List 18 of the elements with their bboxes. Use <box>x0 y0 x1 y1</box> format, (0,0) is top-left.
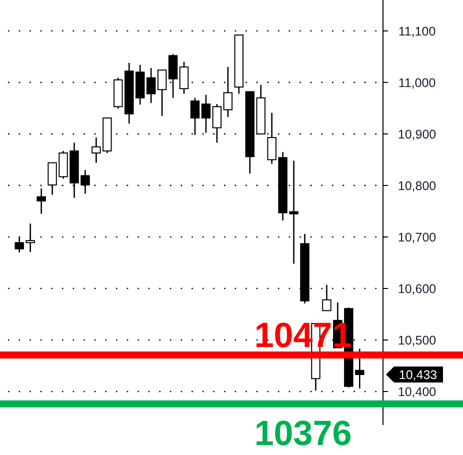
y-tick-label: 10,400 <box>398 384 436 399</box>
candlestick <box>212 103 222 144</box>
candlestick <box>179 61 189 94</box>
y-tick-label: 10,600 <box>398 282 436 296</box>
candlestick <box>157 69 167 117</box>
ref-line-label: 10376 <box>254 414 352 453</box>
text: 10,433 <box>398 368 438 382</box>
y-tick-label: 10,500 <box>398 333 436 348</box>
y-tick-label: 10,700 <box>398 230 436 244</box>
candlestick <box>146 67 156 104</box>
y-tick-label: 10,900 <box>398 127 436 142</box>
candlestick <box>201 94 211 134</box>
candlestick <box>322 284 332 312</box>
candlestick <box>36 188 46 214</box>
y-tick-label: 10,800 <box>398 178 436 193</box>
y-tick-label: 11,100 <box>398 24 436 38</box>
candlestick <box>223 66 233 118</box>
y-tick-label: 11,000 <box>398 76 436 90</box>
